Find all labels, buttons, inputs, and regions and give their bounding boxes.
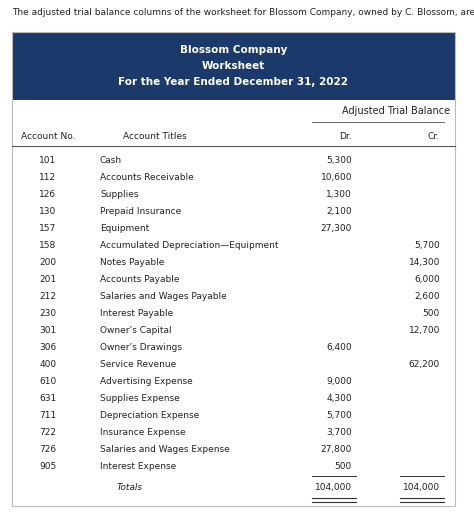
Text: 10,600: 10,600 [320,173,352,182]
Text: 104,000: 104,000 [315,483,352,492]
Text: Depreciation Expense: Depreciation Expense [100,411,199,420]
Bar [12,32,455,100]
Text: 112: 112 [39,173,56,182]
Text: 500: 500 [423,309,440,318]
Text: Accumulated Depreciation—Equipment: Accumulated Depreciation—Equipment [100,241,279,250]
Text: Accounts Receivable: Accounts Receivable [100,173,194,182]
Text: Blossom Company
Worksheet
For the Year Ended December 31, 2022: Blossom Company Worksheet For the Year E… [118,46,348,86]
Text: Prepaid Insurance: Prepaid Insurance [100,207,181,216]
Text: 230: 230 [39,309,56,318]
Text: Accounts Payable: Accounts Payable [100,275,180,284]
Text: Account No.: Account No. [21,132,75,141]
Text: 306: 306 [39,343,56,352]
Text: Salaries and Wages Expense: Salaries and Wages Expense [100,445,230,454]
Text: Dr.: Dr. [339,132,352,141]
Text: Insurance Expense: Insurance Expense [100,428,186,437]
Text: Salaries and Wages Payable: Salaries and Wages Payable [100,292,227,301]
Text: Interest Payable: Interest Payable [100,309,173,318]
Text: 722: 722 [39,428,56,437]
Text: 201: 201 [39,275,56,284]
Text: Owner’s Drawings: Owner’s Drawings [100,343,182,352]
Text: Cash: Cash [100,156,122,165]
Text: 62,200: 62,200 [409,360,440,369]
Text: 5,700: 5,700 [326,411,352,420]
Text: 158: 158 [39,241,56,250]
Text: Advertising Expense: Advertising Expense [100,377,193,386]
Text: 101: 101 [39,156,56,165]
Text: 27,300: 27,300 [320,224,352,233]
Text: 5,300: 5,300 [326,156,352,165]
Text: Equipment: Equipment [100,224,149,233]
Bar [12,32,455,506]
Text: 200: 200 [39,258,56,267]
Text: 2,600: 2,600 [414,292,440,301]
Text: Interest Expense: Interest Expense [100,462,176,471]
Text: Adjusted Trial Balance: Adjusted Trial Balance [342,106,450,116]
Text: 711: 711 [39,411,56,420]
Text: Owner’s Capital: Owner’s Capital [100,326,172,335]
Text: 104,000: 104,000 [403,483,440,492]
Text: 212: 212 [39,292,56,301]
Text: 500: 500 [335,462,352,471]
Text: 14,300: 14,300 [409,258,440,267]
Text: 3,700: 3,700 [326,428,352,437]
Text: 905: 905 [39,462,56,471]
Text: 157: 157 [39,224,56,233]
Text: 4,300: 4,300 [327,394,352,403]
Text: 12,700: 12,700 [409,326,440,335]
Text: 301: 301 [39,326,56,335]
Text: 9,000: 9,000 [326,377,352,386]
Text: 610: 610 [39,377,56,386]
Text: 130: 130 [39,207,56,216]
Text: Totals: Totals [117,483,143,492]
Text: Notes Payable: Notes Payable [100,258,164,267]
Text: 5,700: 5,700 [414,241,440,250]
Text: 126: 126 [39,190,56,199]
Text: Account Titles: Account Titles [123,132,187,141]
Text: 631: 631 [39,394,56,403]
Text: Supplies Expense: Supplies Expense [100,394,180,403]
Text: 6,400: 6,400 [327,343,352,352]
Text: 1,300: 1,300 [326,190,352,199]
Text: 726: 726 [39,445,56,454]
Text: 2,100: 2,100 [327,207,352,216]
Text: Supplies: Supplies [100,190,138,199]
Text: Service Revenue: Service Revenue [100,360,176,369]
Text: 27,800: 27,800 [320,445,352,454]
Text: The adjusted trial balance columns of the worksheet for Blossom Company, owned b: The adjusted trial balance columns of th… [12,8,474,17]
Text: 400: 400 [39,360,56,369]
Text: 6,000: 6,000 [414,275,440,284]
Text: Cr.: Cr. [428,132,440,141]
